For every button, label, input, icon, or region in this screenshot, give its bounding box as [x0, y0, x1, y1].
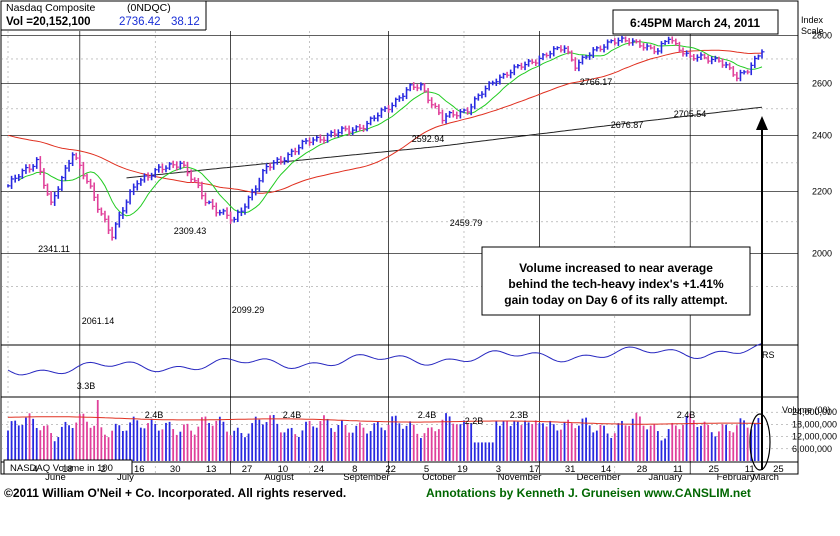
volume-annotation: 2.2B: [465, 416, 484, 426]
x-day-label: 25: [708, 464, 719, 475]
x-day-label: 4: [33, 464, 38, 475]
price-annotation: 2592.94: [412, 134, 445, 144]
x-day-label: 30: [170, 464, 181, 475]
x-month-label: August: [264, 472, 294, 483]
volume-axis-ticks: 24,000,000 18,000,000 12,000,000 6,000,000: [792, 407, 837, 454]
x-day-label: 10: [278, 464, 289, 475]
annotation-line-3: gain today on Day 6 of its rally attempt…: [504, 293, 727, 307]
x-day-label: 17: [529, 464, 540, 475]
footer-copyright: ©2011 William O'Neil + Co. Incorporated.…: [4, 486, 346, 500]
x-day-label: 27: [242, 464, 253, 475]
x-day-label: 25: [773, 464, 784, 475]
volume-tick-label: 12,000,000: [792, 432, 837, 442]
x-day-label: 22: [385, 464, 396, 475]
volume-annotation: 2.4B: [677, 410, 696, 420]
x-day-label: 5: [424, 464, 429, 475]
y-tick-label: 2800: [812, 30, 832, 40]
x-axis-labels: 4 18 2 16 30 13 27 10 24 8 22 5 19 3 17 31 14 28 11 25 11 25 J…: [33, 464, 784, 483]
rs-line: [7, 343, 763, 376]
rs-panel-frame: [0, 344, 799, 398]
volume-tick-label: 24,000,000: [792, 407, 837, 417]
x-day-label: 18: [62, 464, 73, 475]
x-day-label: 16: [134, 464, 145, 475]
x-month-label: January: [648, 472, 682, 483]
x-month-label: June: [45, 472, 66, 483]
y-tick-label: 2200: [812, 187, 832, 197]
annotation-line-2: behind the tech-heavy index's +1.41%: [508, 277, 724, 291]
change-value: 38.12: [171, 16, 200, 28]
x-day-label: 14: [601, 464, 612, 475]
annotation-line-1: Volume increased to near average: [519, 261, 713, 275]
scale-header-line1: Index: [801, 15, 824, 25]
volume-tick-label: 18,000,000: [792, 419, 837, 429]
price-annotation: 2341.11: [38, 244, 70, 254]
y-tick-label: 2000: [812, 248, 832, 258]
x-day-label: 3: [496, 464, 501, 475]
x-month-label: November: [498, 472, 542, 483]
x-day-label: 2: [101, 464, 106, 475]
scale-header-line2: Scale: [801, 26, 824, 36]
y-tick-label: 2600: [812, 78, 832, 88]
x-day-label: 28: [637, 464, 648, 475]
price-annotation: 2061.14: [82, 316, 115, 326]
x-day-label: 19: [457, 464, 468, 475]
volume-box: [3, 459, 133, 475]
annotation-arrow-head: [756, 116, 768, 130]
annotation-box: [481, 246, 751, 316]
ma-200-day-line: [126, 106, 763, 179]
y-tick-label: 2400: [812, 130, 832, 140]
x-day-label: 13: [206, 464, 217, 475]
price-annotation: 2766.17: [580, 77, 613, 87]
volume-header: Volume (00): [782, 405, 831, 415]
volume-annotation: 2.3B: [510, 410, 529, 420]
price-annotation: 2309.43: [174, 226, 207, 236]
volume-tick-label: 6,000,000: [792, 444, 832, 454]
x-day-label: 8: [352, 464, 357, 475]
x-day-label: 31: [565, 464, 576, 475]
x-month-label: February: [717, 472, 755, 483]
x-month-label: September: [343, 472, 389, 483]
x-day-label: 11: [745, 464, 755, 475]
rs-line-group: [7, 343, 763, 376]
price-annotation: 2459.79: [450, 218, 483, 228]
volume-annotation: 2.4B: [283, 410, 302, 420]
volume-annotations: 3.3B 2.4B 2.4B 2.4B 2.2B 2.3B 2.4B: [77, 381, 696, 426]
volume-average-line: [7, 416, 763, 425]
volume-bars: [7, 400, 763, 461]
volume-box-label: NASDAQ Volume in 100: [10, 463, 113, 474]
price-annotation: 2099.29: [232, 305, 265, 315]
price-annotation: 2676.87: [611, 120, 644, 130]
x-month-label: March: [753, 472, 779, 483]
volume-annotation: 3.3B: [77, 381, 96, 391]
index-name: Nasdaq Composite: [6, 2, 95, 14]
price-bars: [7, 35, 765, 241]
footer-annotations-credit: Annotations by Kenneth J. Gruneisen www.…: [426, 486, 751, 500]
close-value: 2736.42: [119, 16, 161, 28]
volume-highlight-ellipse: [749, 413, 771, 471]
price-annotation: 2705.54: [674, 109, 707, 119]
x-month-label: October: [422, 472, 456, 483]
date-axis-frame: [0, 461, 799, 475]
timestamp: 6:45PM March 24, 2011: [630, 16, 760, 30]
x-month-label: July: [117, 472, 134, 483]
timestamp-box: [612, 9, 779, 35]
x-month-label: December: [577, 472, 621, 483]
volume-annotation: 2.4B: [145, 410, 164, 420]
volume-annotation: 2.4B: [418, 410, 437, 420]
x-day-label: 24: [314, 464, 325, 475]
y-axis-ticks: 2800 2600 2400 2200 2000: [812, 30, 832, 258]
rs-label: RS: [762, 350, 775, 360]
volume-readout: Vol =20,152,100: [6, 16, 91, 28]
ma-50-day-line: [7, 49, 763, 194]
price-annotations: 2341.11 2061.14 2309.43 2099.29 2592.94 2459.…: [38, 77, 706, 326]
x-day-label: 11: [673, 464, 683, 475]
symbol-label: (0NDQC): [127, 2, 171, 14]
